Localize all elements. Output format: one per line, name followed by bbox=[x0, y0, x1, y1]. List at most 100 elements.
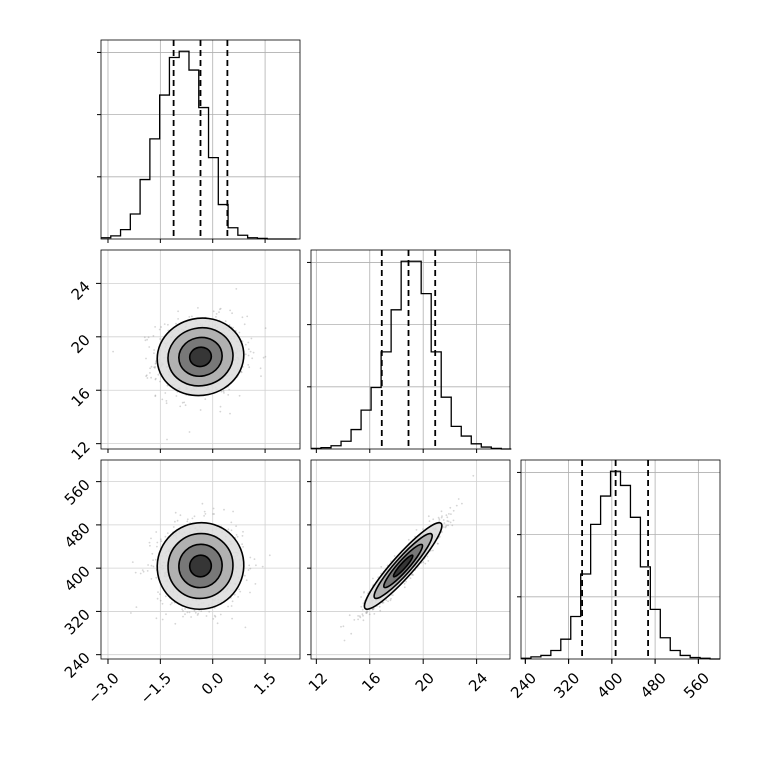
scatter-point bbox=[179, 405, 182, 408]
scatter-point bbox=[165, 613, 167, 616]
contour-line-1 bbox=[382, 543, 424, 589]
contour-line-0 bbox=[188, 346, 213, 368]
scatter-point bbox=[237, 596, 240, 598]
scatter-point bbox=[452, 509, 455, 512]
contour-line-2 bbox=[167, 532, 234, 600]
x-tick-label: 320 bbox=[550, 669, 583, 702]
scatter-point bbox=[212, 310, 215, 313]
scatter-point bbox=[148, 541, 151, 544]
scatter-point bbox=[154, 362, 157, 364]
scatter-point bbox=[393, 555, 396, 557]
scatter-point bbox=[360, 596, 362, 598]
scatter-point bbox=[387, 600, 389, 603]
contour-line-0 bbox=[188, 554, 213, 578]
scatter-point bbox=[196, 614, 199, 616]
histogram-step-1 bbox=[311, 260, 512, 450]
scatter-point bbox=[191, 315, 193, 318]
scatter-point bbox=[150, 564, 153, 567]
scatter-point bbox=[154, 367, 156, 369]
scatter-point bbox=[155, 360, 157, 363]
scatter-point bbox=[135, 606, 138, 608]
y-tick-label: 320 bbox=[61, 606, 94, 639]
scatter-point bbox=[445, 514, 448, 517]
scatter-point bbox=[365, 611, 367, 614]
scatter-point bbox=[172, 526, 175, 528]
scatter-point bbox=[472, 474, 475, 477]
scatter-point bbox=[350, 632, 353, 635]
scatter-point bbox=[244, 353, 247, 356]
scatter-point bbox=[142, 570, 145, 573]
scatter-point bbox=[183, 401, 186, 404]
scatter-point bbox=[219, 307, 222, 310]
scatter-point bbox=[153, 366, 156, 369]
scatter-point bbox=[164, 392, 167, 394]
histogram-step-0 bbox=[101, 50, 297, 240]
scatter-point bbox=[446, 520, 449, 522]
scatter-point bbox=[212, 513, 214, 515]
scatter-point bbox=[415, 529, 418, 531]
scatter-point bbox=[177, 318, 180, 320]
scatter-point bbox=[241, 316, 244, 319]
scatter-point bbox=[357, 618, 359, 621]
panel-frame bbox=[100, 249, 301, 450]
scatter-point bbox=[445, 525, 447, 528]
scatter-point bbox=[427, 560, 430, 562]
scatter-point bbox=[442, 519, 445, 521]
x-tick-label: 560 bbox=[680, 669, 713, 702]
scatter-point bbox=[380, 566, 383, 568]
density-band-3 bbox=[393, 555, 413, 577]
scatter-point bbox=[264, 327, 267, 329]
scatter-point bbox=[238, 394, 241, 397]
scatter-point bbox=[268, 554, 271, 557]
scatter-point bbox=[223, 392, 225, 394]
scatter-point bbox=[197, 307, 199, 309]
scatter-point bbox=[186, 611, 189, 614]
scatter-point bbox=[230, 605, 233, 607]
scatter-point bbox=[231, 617, 234, 620]
contour-line-1 bbox=[178, 336, 223, 378]
scatter-point bbox=[139, 572, 142, 575]
scatter-point bbox=[247, 569, 250, 571]
contour-line-3 bbox=[156, 317, 245, 397]
scatter-point bbox=[229, 309, 232, 312]
scatter-point bbox=[154, 395, 157, 398]
scatter-point bbox=[145, 375, 148, 377]
scatter-point bbox=[227, 528, 230, 531]
scatter-point bbox=[175, 322, 177, 325]
scatter-point bbox=[143, 336, 146, 339]
scatter-point bbox=[150, 578, 153, 580]
density-band-3 bbox=[189, 555, 212, 577]
scatter-point bbox=[147, 564, 150, 566]
scatter-point bbox=[411, 574, 413, 576]
scatter-point bbox=[219, 308, 221, 311]
scatter-point bbox=[227, 605, 230, 608]
scatter-point bbox=[152, 565, 155, 568]
scatter-point bbox=[262, 356, 265, 359]
contour-line-3 bbox=[363, 521, 443, 611]
scatter-point bbox=[154, 558, 157, 561]
scatter-point bbox=[215, 316, 217, 318]
scatter-point bbox=[440, 516, 443, 519]
scatter-point bbox=[233, 593, 236, 596]
histogram-panel-1 bbox=[307, 249, 512, 453]
scatter-point bbox=[146, 338, 149, 341]
x-tick-label: 400 bbox=[594, 669, 627, 702]
contour-line-2 bbox=[167, 326, 234, 387]
scatter-point bbox=[191, 517, 194, 520]
scatter-point bbox=[166, 384, 169, 387]
scatter-point bbox=[372, 577, 374, 580]
scatter-point bbox=[246, 315, 249, 318]
scatter-point bbox=[228, 388, 231, 391]
scatter-point bbox=[161, 398, 164, 401]
scatter-point bbox=[441, 531, 443, 533]
panel-frame bbox=[520, 459, 721, 660]
scatter-point bbox=[365, 612, 368, 615]
scatter-point bbox=[343, 639, 346, 642]
scatter-point bbox=[154, 326, 157, 328]
scatter-point bbox=[182, 615, 184, 618]
scatter-point bbox=[112, 350, 114, 353]
scatter-point bbox=[247, 354, 250, 357]
scatter-point bbox=[155, 576, 158, 579]
scatter-point bbox=[145, 374, 148, 377]
